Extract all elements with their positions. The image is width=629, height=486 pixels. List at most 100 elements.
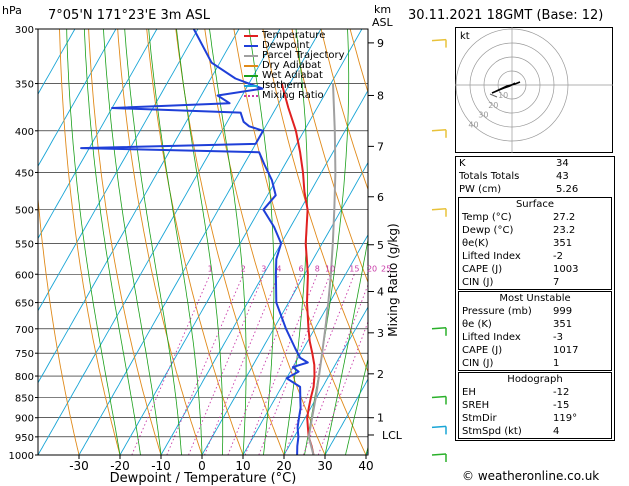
mixing-ratio-line [166, 274, 244, 455]
mixing-ratio-label: 8 [315, 264, 320, 273]
mixing-ratio-line [227, 274, 302, 455]
pressure-tick-label: 950 [15, 433, 34, 444]
isotherm-line [38, 29, 117, 168]
wind-barb [431, 453, 447, 456]
hodograph-ring-label: 10 [498, 91, 508, 100]
legend-label: Dewpoint [262, 40, 310, 51]
pressure-tick-label: 450 [15, 168, 34, 179]
dry-adiabat-line [262, 29, 368, 373]
surface-label: Lifted Index [462, 251, 521, 262]
hodograph-ring-label: 40 [468, 121, 478, 130]
pressure-tick-label: 800 [15, 372, 34, 383]
temperature-tick-label: 20 [276, 459, 291, 473]
surface-row: Lifted Index -2 [459, 250, 611, 263]
wind-barb [431, 129, 447, 132]
legend-swatch [244, 75, 258, 77]
surface-value: 351 [553, 238, 573, 249]
surface-row: CIN (J) 7 [459, 276, 611, 289]
pressure-tick-label: 350 [15, 80, 34, 91]
legend-label: Wet Adiabat [262, 70, 323, 81]
dry-adiabat-line [59, 29, 121, 455]
temperature-tick-label: 30 [317, 459, 332, 473]
wet-adiabat-line [248, 29, 275, 455]
most-unstable-label: Pressure (mb) [462, 306, 532, 317]
wet-adiabat-line [103, 29, 162, 455]
surface-row: CAPE (J) 1003 [459, 263, 611, 276]
lcl-label: LCL [382, 429, 403, 442]
mixing-ratio-label: 6 [298, 264, 303, 273]
mixing-ratio-line [302, 283, 368, 455]
x-axis-label: Dewpoint / Temperature (°C) [110, 471, 297, 486]
hodograph-label: EH [462, 387, 476, 398]
hodograph-value: -15 [553, 400, 570, 411]
k-index-value: 34 [556, 158, 569, 169]
pressure-tick-label: 650 [15, 299, 34, 310]
height-tick-label: 5 [377, 239, 384, 252]
temperature-tick-label: 10 [235, 459, 250, 473]
km-axis-unit: km [374, 3, 392, 16]
surface-label: Temp (°C) [462, 212, 512, 223]
most-unstable-value: 1017 [553, 345, 579, 356]
mixing-ratio-label: 15 [349, 264, 359, 273]
dry-adiabat-line [291, 29, 368, 284]
storm-motion-marker [489, 93, 498, 98]
k-index-row: K 34 [456, 157, 614, 170]
wet-adiabat-line [66, 29, 121, 455]
surface-value: 7 [553, 277, 560, 288]
mixing-ratio-line [188, 274, 265, 455]
wind-barb [431, 327, 447, 330]
surface-label: θe(K) [462, 238, 489, 249]
surface-label: CAPE (J) [462, 264, 503, 275]
pressure-tick-label: 400 [15, 127, 34, 138]
height-tick-label: 6 [377, 191, 384, 204]
legend-item: Dry Adiabat [244, 61, 345, 71]
mixing-ratio-axis-label: Mixing Ratio (g/kg) [386, 223, 400, 336]
isotherm-line [38, 29, 158, 240]
mixing-ratio-label: 1 [208, 264, 213, 273]
pressure-tick-label: 550 [15, 239, 34, 250]
dry-adiabat-line [117, 29, 203, 455]
mixing-ratio-line [317, 320, 368, 455]
mixing-ratio-label: 10 [325, 264, 335, 273]
most-unstable-value: 351 [553, 319, 573, 330]
legend-item: Temperature [244, 31, 345, 41]
legend-swatch [244, 45, 258, 47]
hodograph-row: StmSpd (kt) 4 [459, 425, 611, 438]
legend-item: Parcel Trajectory [244, 51, 345, 61]
dewpoint-profile [80, 29, 309, 455]
wet-adiabat-line [283, 29, 308, 455]
height-tick-label: 9 [377, 37, 384, 50]
most-unstable-row: Lifted Index -3 [459, 331, 611, 344]
mixing-ratio-label: 20 [367, 264, 377, 273]
temperature-tick-label: -10 [151, 459, 171, 473]
surface-row: Temp (°C) 27.2 [459, 211, 611, 224]
legend-label: Mixing Ratio [262, 90, 324, 101]
mixing-ratio-line [204, 274, 280, 455]
height-tick-label: 7 [377, 140, 384, 153]
pw-row: PW (cm) 5.26 [456, 183, 614, 196]
mixing-ratio-label: 4 [276, 264, 281, 273]
hodograph-row: SREH -15 [459, 399, 611, 412]
legend-label: Temperature [262, 30, 326, 41]
surface-label: CIN (J) [462, 277, 494, 288]
hodograph-value: -12 [553, 387, 570, 398]
temperature-tick-label: 40 [358, 459, 373, 473]
wet-adiabat-line [324, 236, 368, 455]
most-unstable-value: 999 [553, 306, 573, 317]
pressure-tick-label: 600 [15, 270, 34, 281]
isotherm-line [78, 29, 322, 455]
pressure-tick-label: 900 [15, 414, 34, 425]
wet-adiabat-line [345, 357, 368, 455]
mixing-ratio-label: 3 [261, 264, 266, 273]
hpa-axis-unit: hPa [2, 4, 22, 17]
hodograph-label: StmDir [462, 413, 497, 424]
isotherm-line [38, 29, 240, 384]
most-unstable-row: Pressure (mb) 999 [459, 305, 611, 318]
pressure-tick-label: 500 [15, 206, 34, 217]
hodograph-trace [491, 81, 521, 94]
height-tick-label: 4 [377, 286, 384, 299]
height-tick-label: 2 [377, 368, 384, 381]
isotherm-line [38, 29, 199, 312]
totals-totals-row: Totals Totals 43 [456, 170, 614, 183]
